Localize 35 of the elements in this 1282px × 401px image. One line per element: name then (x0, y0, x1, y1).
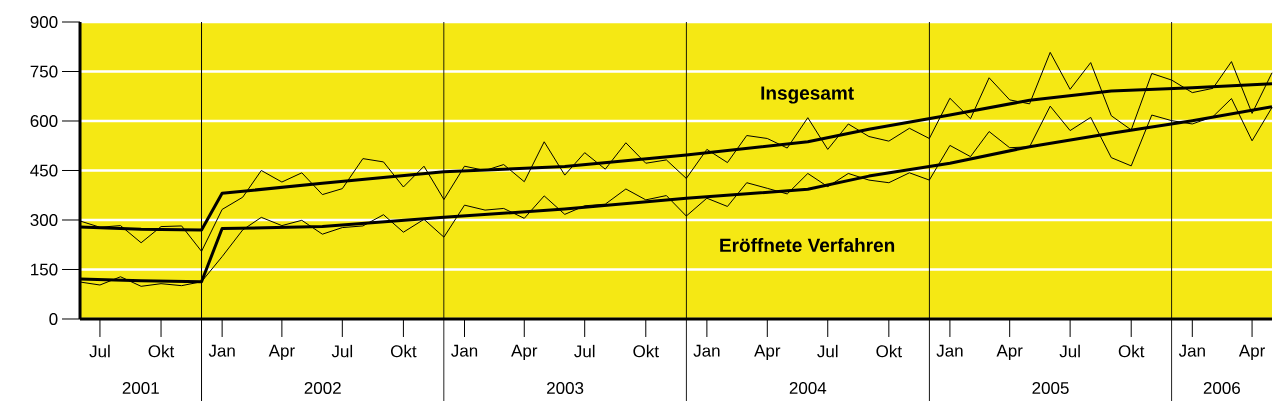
x-tick-label: Jan (1178, 344, 1205, 357)
text: 2002 (304, 381, 341, 395)
series-label: Eröffnete Verfahren (720, 238, 895, 253)
y-tick-label: 0 (49, 312, 58, 326)
x-tick-label: Jul (89, 344, 110, 358)
text: 2005 (1032, 381, 1069, 395)
y-tick-label: 150 (31, 263, 58, 276)
text: 2006 (1203, 381, 1240, 395)
y-tick-label: 300 (30, 213, 58, 227)
text: 2004 (789, 381, 827, 395)
x-tick-label: Jul (1059, 344, 1080, 358)
x-tick-label: Jan (451, 344, 478, 357)
x-tick-label: Apr (1238, 344, 1266, 361)
x-tick-label: Okt (1118, 344, 1145, 358)
x-tick-label: Okt (390, 344, 417, 358)
text: 2001 (122, 381, 159, 395)
x-tick-label: Apr (996, 344, 1023, 361)
y-tick-label: 900 (30, 15, 58, 29)
y-tick-label: 450 (30, 164, 58, 177)
x-tick-label: Apr (754, 344, 781, 361)
x-tick-label: Okt (148, 344, 175, 358)
series-label: Insgesamt (761, 86, 854, 104)
x-tick-label: Okt (633, 344, 659, 358)
text: 2003 (547, 381, 584, 395)
y-tick-label: 750 (30, 65, 58, 78)
x-tick-label: Jan (693, 344, 720, 357)
x-tick-label: Apr (268, 344, 295, 361)
x-tick-label: Jul (331, 344, 353, 358)
x-tick-label: Jan (208, 344, 235, 357)
x-tick-label: Jul (574, 344, 595, 358)
x-tick-label: Okt (876, 344, 902, 358)
x-tick-label: Jul (817, 344, 838, 358)
y-tick-label: 600 (30, 114, 58, 128)
x-tick-label: Jan (936, 344, 963, 357)
x-tick-label: Apr (511, 344, 538, 361)
